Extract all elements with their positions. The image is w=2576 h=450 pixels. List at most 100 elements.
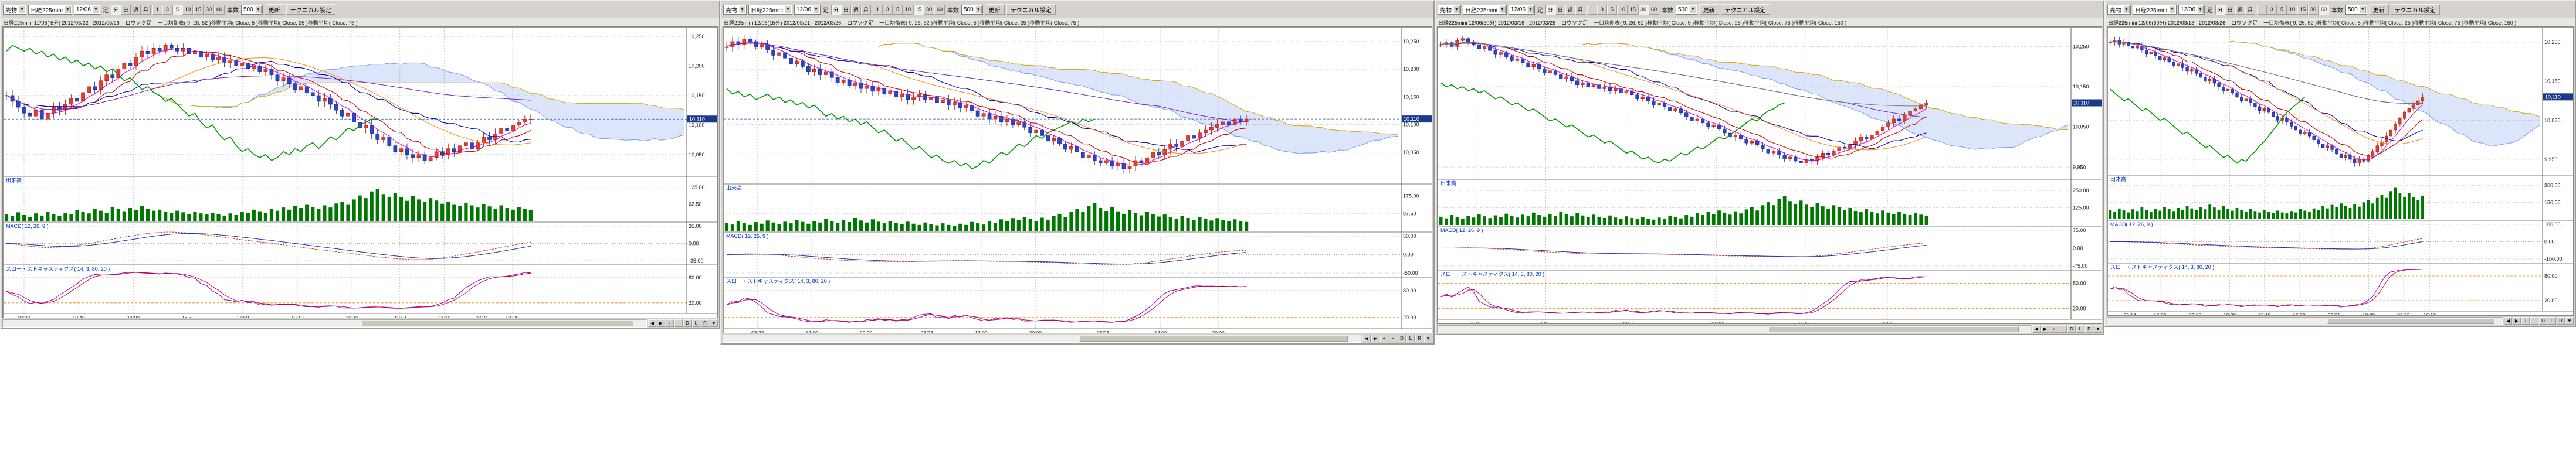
zoom-out-button[interactable]: − <box>2530 317 2538 325</box>
scroll-right-button[interactable]: ▶ <box>657 319 665 327</box>
zoom-out-button[interactable]: − <box>674 319 683 327</box>
minute-button-10[interactable]: 10 <box>903 5 913 15</box>
zoom-in-button[interactable]: + <box>666 319 674 327</box>
period-button-分[interactable]: 分 <box>111 5 121 15</box>
category-select[interactable]: 先物 ▼ <box>3 5 26 15</box>
collapse-button[interactable]: ▼ <box>710 319 718 327</box>
zoom-in-button[interactable]: + <box>2521 317 2530 325</box>
period-button-日[interactable]: 日 <box>121 5 131 15</box>
chart-area[interactable]: 03/1416:3003/1610:2003/1916:3003/2110:20… <box>2107 26 2574 316</box>
period-button-分[interactable]: 分 <box>1545 5 1555 15</box>
mode-r-button[interactable]: R <box>701 319 709 327</box>
scroll-right-button[interactable]: ▶ <box>1371 335 1379 342</box>
period-button-日[interactable]: 日 <box>841 5 851 15</box>
chart-area[interactable]: 03/1603/1703/2103/2203/2303/2610,25010,1… <box>1437 26 2102 324</box>
minute-button-15[interactable]: 15 <box>193 5 204 15</box>
period-button-分[interactable]: 分 <box>831 5 841 15</box>
chart-area[interactable]: 09:2010:4014:0016:3017:5019:1020:3021:50… <box>2 26 718 318</box>
minute-button-15[interactable]: 15 <box>1628 5 1638 15</box>
mode-l-button[interactable]: L <box>1406 335 1415 342</box>
horizontal-scrollbar[interactable] <box>2107 317 2503 325</box>
zoom-out-button[interactable]: − <box>2059 325 2067 333</box>
technical-settings-button[interactable]: テクニカル設定 <box>1721 4 1770 15</box>
instrument-select[interactable]: 日経225mini ▼ <box>28 5 72 15</box>
minute-button-3[interactable]: 3 <box>162 5 172 15</box>
horizontal-scrollbar[interactable] <box>723 335 1361 343</box>
minute-button-3[interactable]: 3 <box>883 5 893 15</box>
minute-button-1[interactable]: 1 <box>152 5 162 15</box>
honsu-select[interactable]: 500 ▼ <box>2345 5 2367 15</box>
scrollbar-thumb[interactable] <box>362 321 633 326</box>
minute-button-5[interactable]: 5 <box>172 5 182 15</box>
technical-settings-button[interactable]: テクニカル設定 <box>2391 4 2440 15</box>
honsu-select[interactable]: 500 ▼ <box>961 5 983 15</box>
honsu-select[interactable]: 500 ▼ <box>1676 5 1697 15</box>
minute-button-30[interactable]: 30 <box>2308 5 2319 15</box>
zoom-out-button[interactable]: − <box>1389 335 1397 342</box>
minute-button-10[interactable]: 10 <box>182 5 193 15</box>
honsu-select[interactable]: 500 ▼ <box>241 5 263 15</box>
mode-l-button[interactable]: L <box>692 319 700 327</box>
update-button[interactable]: 更新 <box>985 4 1005 15</box>
horizontal-scrollbar[interactable] <box>2 319 647 328</box>
minute-button-30[interactable]: 30 <box>204 5 214 15</box>
instrument-select[interactable]: 日経225mini ▼ <box>1463 5 1507 15</box>
scrollbar-thumb[interactable] <box>2327 318 2494 324</box>
zoom-in-button[interactable]: + <box>1380 335 1388 342</box>
minute-button-1[interactable]: 1 <box>2257 5 2267 15</box>
contract-month-select[interactable]: 12/06 ▼ <box>794 5 821 15</box>
mode-r-button[interactable]: R <box>2085 325 2093 333</box>
minute-button-5[interactable]: 5 <box>893 5 903 15</box>
period-button-月[interactable]: 月 <box>2245 5 2255 15</box>
minute-button-10[interactable]: 10 <box>2287 5 2297 15</box>
scroll-left-button[interactable]: ◀ <box>1362 335 1371 342</box>
scroll-right-button[interactable]: ▶ <box>2041 325 2049 333</box>
mode-d-button[interactable]: D <box>2067 325 2076 333</box>
zoom-in-button[interactable]: + <box>2050 325 2058 333</box>
period-button-月[interactable]: 月 <box>141 5 151 15</box>
minute-button-30[interactable]: 30 <box>1638 5 1649 15</box>
contract-month-select[interactable]: 12/06 ▼ <box>2178 5 2205 15</box>
update-button[interactable]: 更新 <box>1699 4 1719 15</box>
mode-d-button[interactable]: D <box>2539 317 2547 325</box>
minute-button-3[interactable]: 3 <box>2267 5 2277 15</box>
mode-r-button[interactable]: R <box>2557 317 2565 325</box>
period-button-週[interactable]: 週 <box>2235 5 2245 15</box>
contract-month-select[interactable]: 12/06 ▼ <box>1509 5 1535 15</box>
chart-area[interactable]: 03/2212:0020:0003/2312:0020:0003/2612:00… <box>723 26 1432 333</box>
scrollbar-thumb[interactable] <box>1768 326 2019 332</box>
minute-button-15[interactable]: 15 <box>913 5 924 15</box>
collapse-button[interactable]: ▼ <box>1424 335 1432 342</box>
mode-d-button[interactable]: D <box>683 319 692 327</box>
mode-l-button[interactable]: L <box>2548 317 2556 325</box>
minute-button-60[interactable]: 60 <box>214 5 225 15</box>
period-button-日[interactable]: 日 <box>1555 5 1565 15</box>
collapse-button[interactable]: ▼ <box>2094 325 2102 333</box>
minute-button-30[interactable]: 30 <box>924 5 934 15</box>
technical-settings-button[interactable]: テクニカル設定 <box>286 4 335 15</box>
scroll-left-button[interactable]: ◀ <box>2504 317 2512 325</box>
scroll-right-button[interactable]: ▶ <box>2513 317 2521 325</box>
mode-d-button[interactable]: D <box>1398 335 1406 342</box>
minute-button-5[interactable]: 5 <box>1607 5 1617 15</box>
horizontal-scrollbar[interactable] <box>1437 325 2031 333</box>
scroll-left-button[interactable]: ◀ <box>2032 325 2041 333</box>
mode-l-button[interactable]: L <box>2076 325 2084 333</box>
scroll-left-button[interactable]: ◀ <box>648 319 656 327</box>
minute-button-1[interactable]: 1 <box>873 5 883 15</box>
minute-button-15[interactable]: 15 <box>2297 5 2308 15</box>
minute-button-5[interactable]: 5 <box>2277 5 2287 15</box>
category-select[interactable]: 先物 ▼ <box>1438 5 1461 15</box>
collapse-button[interactable]: ▼ <box>2565 317 2574 325</box>
mode-r-button[interactable]: R <box>1415 335 1423 342</box>
update-button[interactable]: 更新 <box>265 4 284 15</box>
minute-button-60[interactable]: 60 <box>1649 5 1659 15</box>
period-button-週[interactable]: 週 <box>1565 5 1575 15</box>
minute-button-3[interactable]: 3 <box>1597 5 1607 15</box>
technical-settings-button[interactable]: テクニカル設定 <box>1006 4 1056 15</box>
instrument-select[interactable]: 日経225mini ▼ <box>2133 5 2177 15</box>
instrument-select[interactable]: 日経225mini ▼ <box>748 5 792 15</box>
category-select[interactable]: 先物 ▼ <box>723 5 747 15</box>
period-button-週[interactable]: 週 <box>131 5 141 15</box>
period-button-月[interactable]: 月 <box>861 5 871 15</box>
